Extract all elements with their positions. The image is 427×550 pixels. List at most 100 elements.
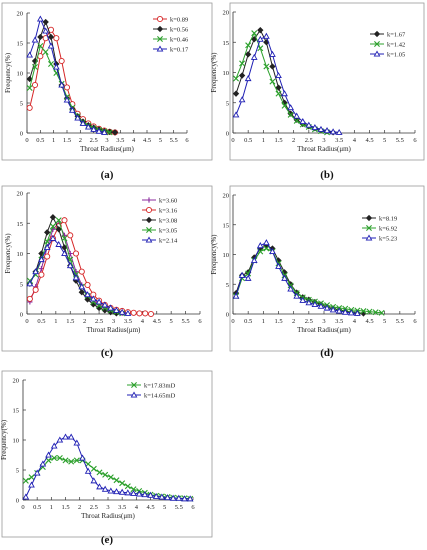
data-point bbox=[263, 245, 270, 252]
data-point bbox=[275, 71, 282, 79]
series-line bbox=[29, 44, 110, 133]
x-tick-label: 5 bbox=[163, 504, 166, 511]
series-line bbox=[25, 436, 191, 500]
data-point bbox=[113, 477, 120, 484]
x-tick-label: 5 bbox=[383, 318, 386, 325]
x-tick-label: 3 bbox=[322, 318, 325, 325]
data-point bbox=[232, 292, 240, 299]
data-point bbox=[124, 483, 131, 490]
x-tick-label: 0 bbox=[25, 318, 28, 325]
data-point bbox=[79, 454, 86, 461]
chart-panel: 0 5 10 15 20 0 0.5 1 1.5 2 2.5 3 3.5 4 4.5 5 5.5 6 Throat … bbox=[0, 370, 213, 546]
legend-marker bbox=[145, 206, 153, 214]
x-tick-label: 5.5 bbox=[175, 504, 183, 511]
data-point bbox=[311, 124, 319, 131]
data-point bbox=[28, 474, 35, 481]
legend-marker bbox=[157, 36, 163, 42]
data-point bbox=[26, 280, 34, 287]
data-point bbox=[90, 125, 98, 132]
data-point bbox=[73, 457, 80, 464]
x-tick-label: 4 bbox=[353, 318, 357, 325]
data-point bbox=[287, 111, 294, 118]
data-point bbox=[233, 75, 240, 82]
data-point bbox=[239, 60, 246, 67]
data-point bbox=[47, 42, 55, 49]
legend-marker bbox=[365, 234, 373, 241]
data-point bbox=[147, 310, 155, 318]
panel-border bbox=[1, 185, 213, 352]
data-point bbox=[287, 285, 294, 292]
data-point bbox=[42, 49, 49, 55]
data-series bbox=[22, 433, 194, 502]
legend-label: k=14.65mD bbox=[144, 392, 176, 399]
data-point bbox=[49, 214, 57, 221]
data-point bbox=[275, 84, 282, 91]
legend-label: k=3.08 bbox=[159, 217, 177, 224]
data-point bbox=[74, 114, 82, 121]
data-point bbox=[78, 283, 86, 290]
data-point bbox=[26, 51, 34, 58]
data-point bbox=[111, 129, 119, 136]
legend: k=17.83mD k=14.65mD bbox=[127, 382, 176, 399]
x-tick-label: 3.5 bbox=[335, 137, 343, 144]
data-point bbox=[37, 33, 44, 41]
data-point bbox=[85, 461, 92, 467]
panel-border bbox=[229, 185, 425, 352]
data-point bbox=[62, 457, 69, 464]
x-tick-label: 6 bbox=[191, 504, 195, 511]
data-point bbox=[317, 302, 325, 309]
data-point bbox=[257, 26, 264, 34]
data-point bbox=[49, 234, 57, 241]
data-point bbox=[281, 274, 288, 281]
data-point bbox=[32, 286, 39, 293]
data-point bbox=[305, 121, 313, 128]
data-point bbox=[269, 247, 276, 255]
data-point bbox=[169, 494, 177, 501]
x-tick-label: 0 bbox=[231, 137, 234, 144]
data-point bbox=[61, 235, 68, 242]
legend-marker bbox=[146, 227, 152, 233]
x-tick-label: 5 bbox=[383, 137, 386, 144]
x-tick-label: 5 bbox=[170, 318, 173, 325]
data-series bbox=[26, 214, 120, 317]
chart-panel: 0 5 10 15 20 0 0.5 1 1.5 2 2.5 3 3.5 4 4.5 5 5.5 6 Throat … bbox=[1, 2, 213, 181]
data-point bbox=[124, 309, 132, 316]
legend: k=1.67 k=1.42 k=1.05 bbox=[370, 30, 406, 58]
x-tick-label: 3 bbox=[106, 504, 109, 511]
data-point bbox=[275, 90, 282, 97]
x-tick-label: 2 bbox=[292, 318, 295, 325]
data-point bbox=[89, 295, 97, 302]
data-point bbox=[372, 309, 379, 316]
legend-label: k=0.89 bbox=[170, 16, 188, 23]
legend-label: k=1.42 bbox=[387, 41, 405, 48]
x-tick-label: 3.5 bbox=[124, 318, 132, 325]
data-point bbox=[55, 226, 62, 233]
data-point bbox=[50, 442, 58, 449]
y-tick-label: 15 bbox=[223, 222, 230, 229]
data-point bbox=[96, 483, 103, 490]
data-point bbox=[44, 253, 51, 260]
x-tick-label: 3 bbox=[105, 137, 108, 144]
x-tick-label: 1 bbox=[262, 318, 265, 325]
data-point bbox=[257, 45, 264, 52]
series-line bbox=[235, 241, 358, 314]
y-axis-title: Frequency(%) bbox=[210, 234, 218, 275]
data-point bbox=[45, 451, 52, 458]
legend-marker bbox=[373, 50, 381, 57]
data-point bbox=[175, 494, 183, 501]
x-tick-label: 2 bbox=[83, 318, 86, 325]
data-point bbox=[354, 309, 361, 316]
x-tick-label: 1 bbox=[52, 137, 55, 144]
x-tick-label: 1 bbox=[262, 137, 265, 144]
legend-marker bbox=[156, 45, 164, 52]
data-series bbox=[27, 220, 125, 316]
legend-marker bbox=[156, 25, 164, 33]
series-line bbox=[235, 35, 340, 133]
x-tick-label: 2 bbox=[79, 137, 82, 144]
y-tick-label: 0 bbox=[16, 498, 19, 505]
data-point bbox=[67, 433, 75, 440]
x-tick-label: 6 bbox=[413, 137, 417, 144]
x-tick-label: 2.5 bbox=[90, 137, 98, 144]
y-axis-title: Frequency(%) bbox=[4, 233, 12, 274]
legend-marker bbox=[374, 41, 380, 47]
